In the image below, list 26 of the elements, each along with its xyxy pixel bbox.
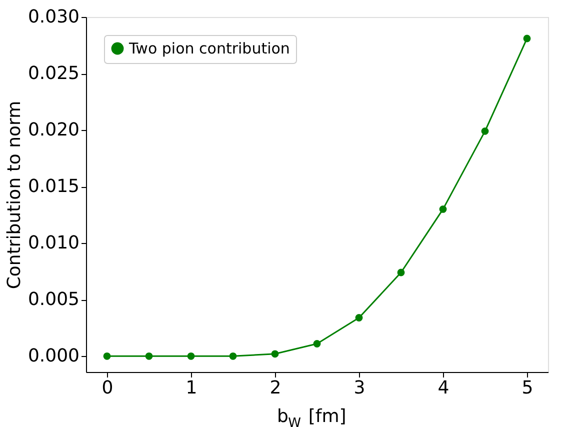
point xyxy=(187,352,195,360)
point xyxy=(103,352,111,360)
y-axis-title: Contribution to norm xyxy=(4,100,25,290)
point xyxy=(271,350,279,358)
y-tick-label: 0.010 xyxy=(28,232,80,254)
x-tick-label: 3 xyxy=(354,378,366,398)
legend-label: Two pion contribution xyxy=(128,40,290,58)
point xyxy=(355,314,363,322)
point xyxy=(439,205,447,213)
point xyxy=(145,352,153,360)
x-tick-label: 2 xyxy=(270,378,282,398)
x-tick-label: 5 xyxy=(522,378,534,398)
y-tick-label: 0.000 xyxy=(28,346,80,367)
y-tick-label: 0.030 xyxy=(28,6,80,28)
y-tick-label: 0.025 xyxy=(28,63,80,84)
x-tick-label: 1 xyxy=(186,378,198,398)
point xyxy=(313,340,321,348)
x-tick-label: 4 xyxy=(438,378,450,398)
point xyxy=(523,34,531,42)
point xyxy=(481,127,489,135)
point xyxy=(229,352,237,360)
y-tick-label: 0.015 xyxy=(28,176,80,198)
point xyxy=(397,268,405,276)
x-tick-label: 0 xyxy=(102,378,114,398)
y-tick-label: 0.020 xyxy=(28,120,80,141)
y-tick-label: 0.005 xyxy=(28,289,80,310)
